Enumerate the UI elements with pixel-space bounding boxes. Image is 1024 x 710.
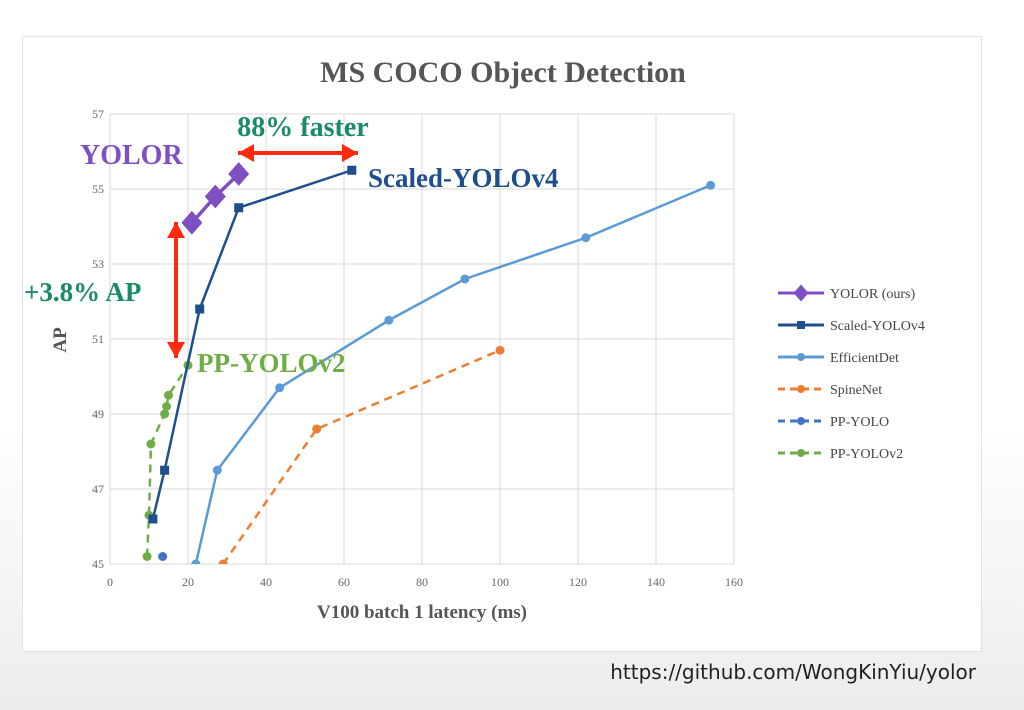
annotations: 88% faster YOLOR Scaled-YOLOv4 +3.8% AP PP-Y… [24, 112, 559, 378]
data-point-efficientdet [212, 465, 222, 475]
annotation-faster: 88% faster [237, 112, 368, 143]
ap-arrow [167, 222, 185, 358]
annotation-yolor: YOLOR [80, 140, 183, 171]
series-pp-yolov2 [142, 360, 193, 561]
data-point-efficientdet [275, 383, 285, 393]
x-tick-label: 80 [416, 575, 428, 589]
grid [109, 113, 735, 565]
data-point-spinenet [218, 559, 228, 564]
data-point-pp-yolov2 [160, 409, 170, 419]
series-spinenet [218, 345, 505, 564]
data-point-pp-yolov2 [162, 402, 172, 411]
legend-item-efficientdet: EfficientDet [778, 351, 899, 366]
annotation-ap-gain: +3.8% AP [24, 277, 141, 307]
y-tick-label: 49 [92, 407, 104, 421]
data-point-pp-yolov2 [164, 390, 173, 400]
data-point-yolor-ours [228, 162, 250, 186]
legend-swatch-marker [797, 353, 805, 361]
chart-title: MS COCO Object Detection [320, 56, 686, 89]
series-layer [142, 162, 716, 564]
data-point-pp-yolov2 [146, 439, 156, 449]
x-tick-label: 40 [260, 575, 272, 589]
legend-label: YOLOR (ours) [830, 287, 915, 302]
source-url[interactable]: https://github.com/WongKinYiu/yolor [610, 660, 976, 684]
data-point-yolor-ours [181, 210, 203, 235]
data-point-pp-yolov2 [142, 552, 152, 561]
series-pp-yolo [158, 552, 168, 561]
y-tick-label: 55 [92, 182, 104, 196]
series-line-spinenet [222, 349, 501, 564]
y-axis-label: AP [50, 327, 71, 353]
legend-swatch-marker [797, 449, 805, 457]
x-tick-label: 160 [725, 575, 743, 589]
x-tick-label: 60 [338, 575, 350, 589]
legend-label: PP-YOLO [830, 415, 889, 430]
data-point-efficientdet [581, 233, 591, 243]
data-point-scaled-yolov4 [234, 203, 244, 213]
x-tick-label: 20 [182, 575, 194, 589]
speed-arrow [238, 144, 358, 162]
y-tick-label: 51 [92, 332, 104, 346]
y-tick-label: 53 [92, 257, 104, 271]
legend-swatch-marker [793, 284, 809, 302]
x-axis-label: V100 batch 1 latency (ms) [317, 602, 527, 623]
data-point-spinenet [495, 345, 505, 355]
data-point-pp-yolo [158, 552, 168, 561]
ticks: 0 20 40 60 80 100 120 140 160 45 47 49 51 53 55 57 [92, 107, 743, 589]
data-point-efficientdet [460, 274, 470, 284]
legend-label: Scaled-YOLOv4 [830, 319, 925, 334]
data-point-spinenet [312, 424, 322, 434]
x-tick-label: 0 [107, 575, 113, 589]
data-point-scaled-yolov4 [195, 304, 205, 314]
x-tick-label: 100 [491, 575, 509, 589]
legend-label: EfficientDet [830, 351, 899, 366]
legend-item-spinenet: SpineNet [778, 383, 882, 398]
y-tick-label: 57 [92, 107, 104, 121]
legend-swatch-marker [797, 385, 805, 393]
data-point-scaled-yolov4 [347, 165, 357, 175]
series-efficientdet [191, 180, 716, 564]
legend-item-pp-yolov2: PP-YOLOv2 [778, 447, 903, 462]
legend-label: SpineNet [830, 383, 882, 398]
legend-item-pp-yolo: PP-YOLO [778, 415, 889, 430]
annotation-pp-yolov2: PP-YOLOv2 [197, 348, 346, 378]
legend: YOLOR (ours) Scaled-YOLOv4 EfficientDet Spi… [778, 284, 925, 462]
x-tick-label: 120 [569, 575, 587, 589]
series-yolor-ours [181, 162, 250, 235]
legend-label: PP-YOLOv2 [830, 447, 903, 462]
data-point-scaled-yolov4 [160, 465, 170, 475]
data-point-yolor-ours [204, 184, 226, 209]
legend-item-scaled-yolov4: Scaled-YOLOv4 [778, 319, 925, 334]
data-point-efficientdet [706, 180, 716, 190]
data-point-efficientdet [191, 559, 201, 564]
legend-swatch-marker [797, 321, 805, 329]
x-tick-label: 140 [647, 575, 665, 589]
annotation-scaled-yolov4: Scaled-YOLOv4 [368, 163, 559, 193]
data-point-scaled-yolov4 [148, 514, 158, 524]
data-point-efficientdet [384, 315, 394, 325]
y-tick-label: 47 [92, 482, 104, 496]
series-scaled-yolov4 [148, 165, 357, 524]
legend-item-yolor-ours: YOLOR (ours) [778, 284, 915, 302]
y-tick-label: 45 [92, 557, 104, 571]
legend-swatch-marker [797, 417, 805, 425]
